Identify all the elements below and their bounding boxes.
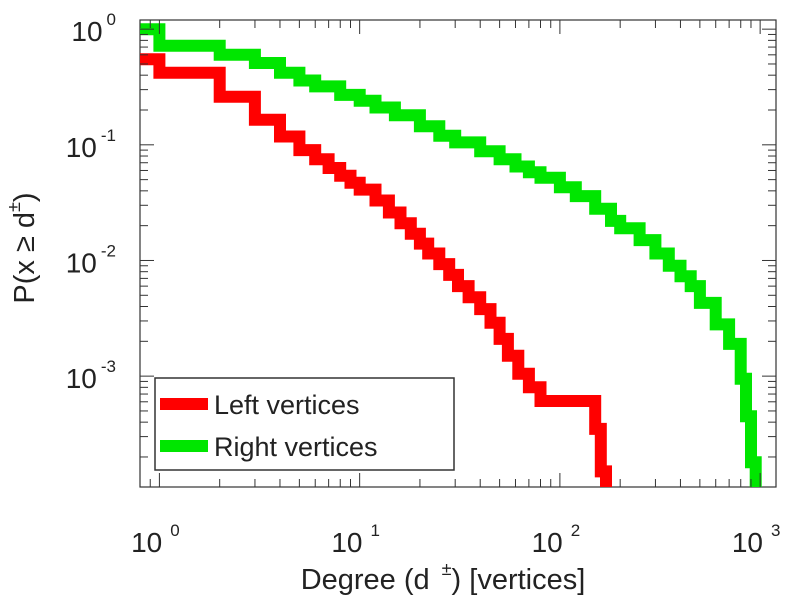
x-axis-label-suffix: ) [vertices] xyxy=(452,564,586,596)
plot-frame xyxy=(139,19,777,488)
series-layer xyxy=(140,23,762,487)
y-tick-label: 10 -1 xyxy=(66,126,116,163)
x-tick-label: 10 0 xyxy=(131,521,180,558)
y-tick-label: 10 -3 xyxy=(66,357,116,394)
y-tick-label: 10 -2 xyxy=(66,241,116,278)
legend-label-right-vertices: Right vertices xyxy=(214,432,378,462)
y-tick-label: 10 0 xyxy=(71,10,116,47)
x-tick-labels: 10 0 10 1 10 2 10 3 xyxy=(131,521,780,558)
x-tick-label: 10 1 xyxy=(331,521,380,558)
legend-box xyxy=(154,377,455,471)
y-axis-label-prefix: P(x ≥ d xyxy=(9,212,41,304)
legend: Left vertices Right vertices xyxy=(154,377,455,471)
x-axis-label: Degree (d ±) [vertices] xyxy=(301,559,586,596)
x-tick-label: 10 2 xyxy=(532,521,581,558)
y-axis-label-suffix: ) xyxy=(9,192,41,202)
series-line-left-vertices xyxy=(140,53,612,487)
y-axis-label-sup: ± xyxy=(4,202,24,212)
x-tick-label: 10 3 xyxy=(732,521,781,558)
y-axis-label: P(x ≥ d±) xyxy=(4,192,41,303)
minor-ticks xyxy=(139,20,776,487)
x-axis-label-sup: ± xyxy=(442,559,452,579)
series-line-right-vertices xyxy=(140,23,762,487)
legend-label-left-vertices: Left vertices xyxy=(214,390,360,420)
x-axis-label-prefix: Degree (d xyxy=(301,564,430,596)
axes-frame xyxy=(139,19,777,488)
